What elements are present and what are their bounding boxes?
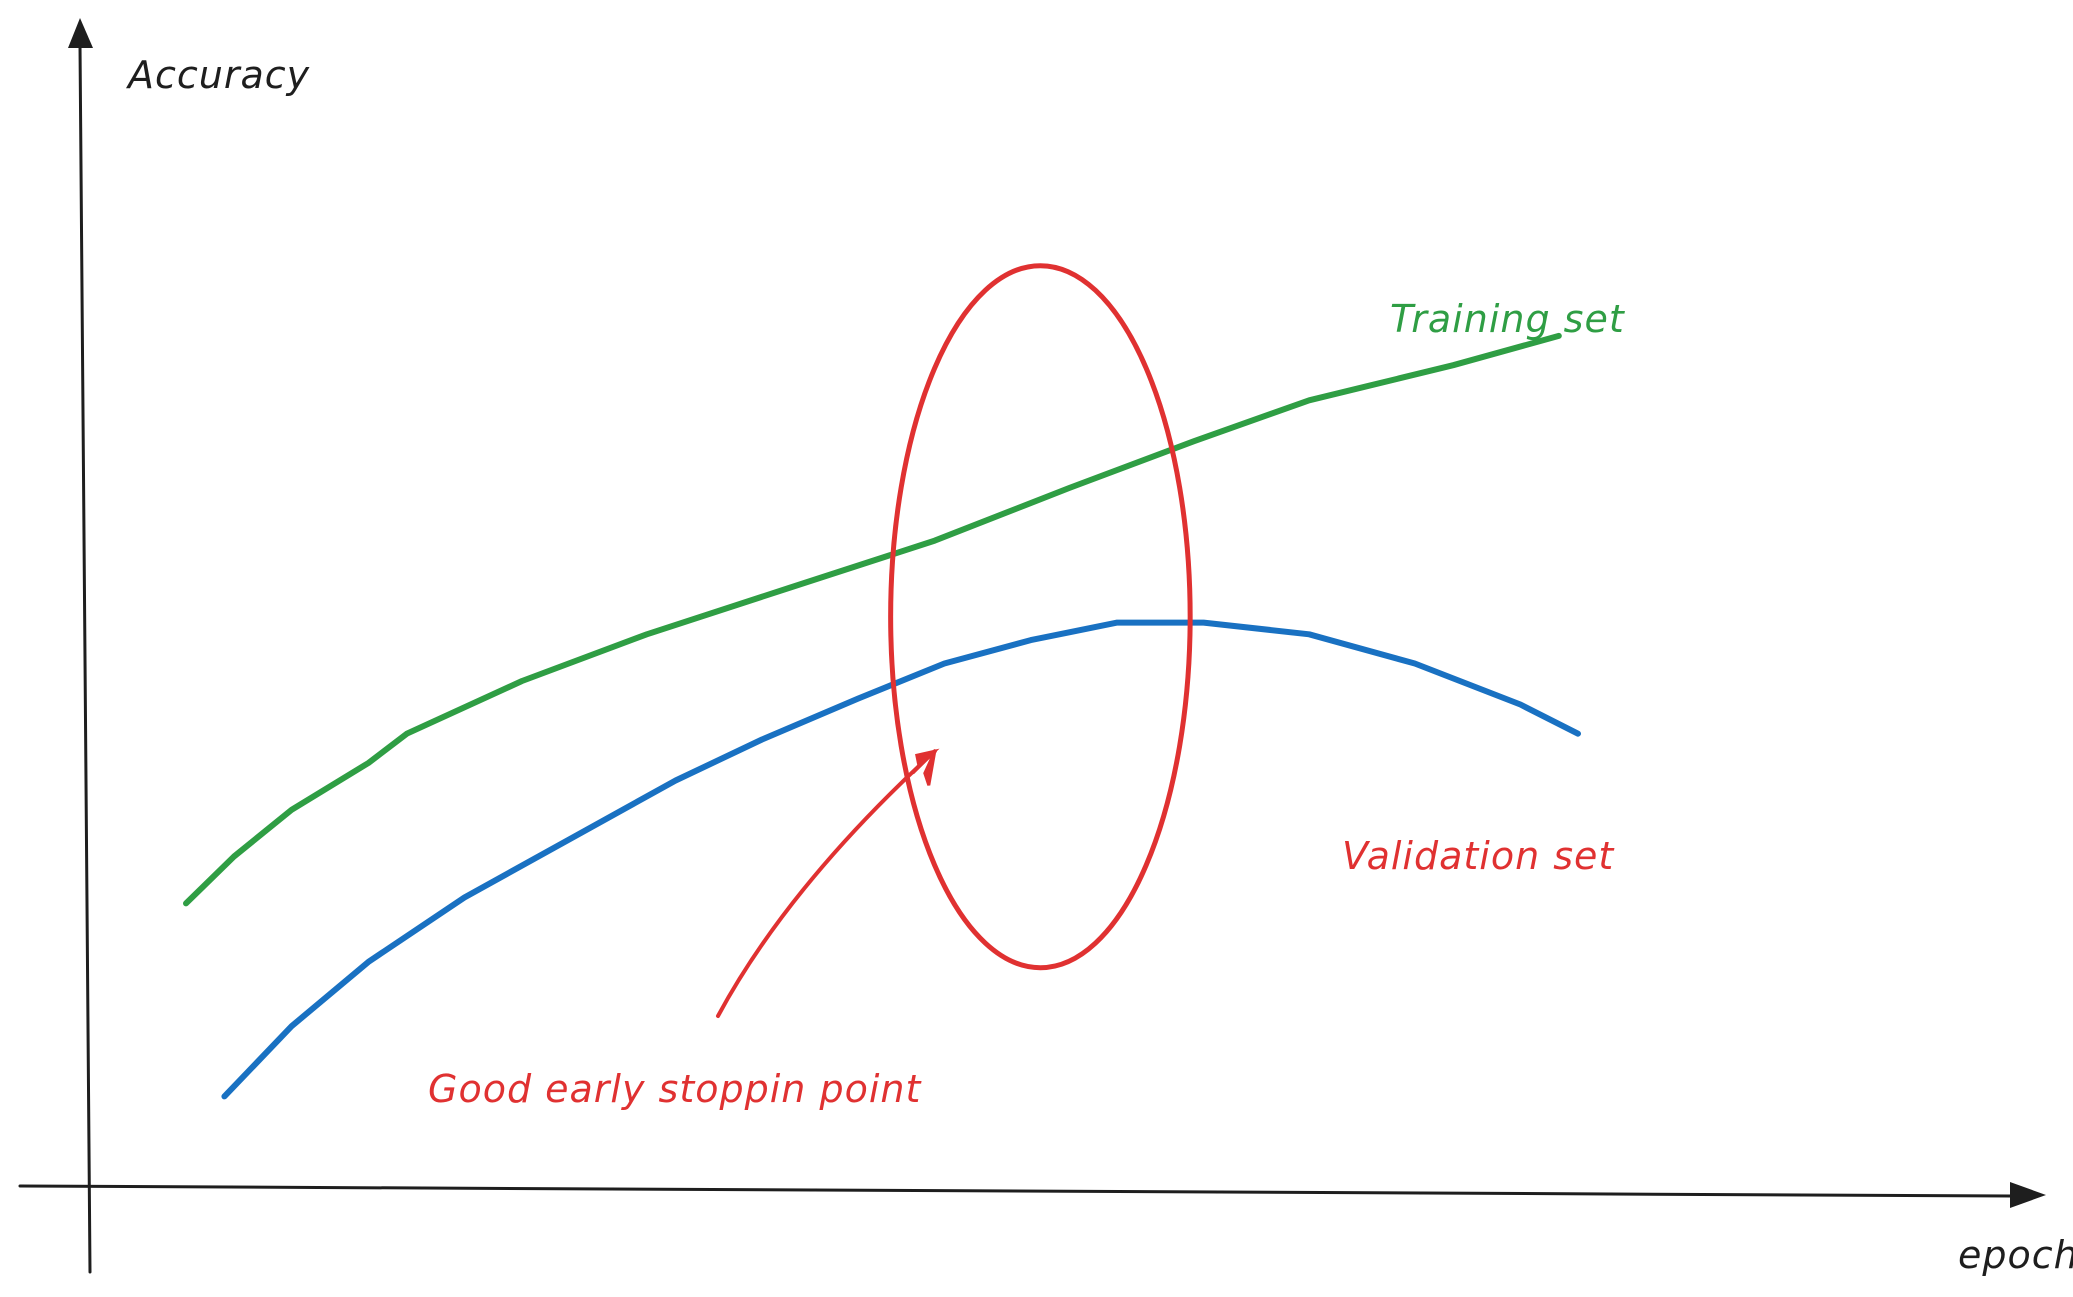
y-axis-line	[78, 43, 92, 1274]
annotation-arrowhead	[911, 748, 940, 786]
series-line-training-set	[183, 332, 1562, 907]
series-label-training-set: Training set	[1390, 297, 1626, 341]
y-axis-arrowhead	[68, 18, 93, 48]
x-axis-arrowhead	[2010, 1182, 2046, 1208]
x-axis-line	[18, 1184, 2014, 1198]
early-stopping-highlight-ellipse	[888, 263, 1193, 971]
annotation-early-stopping: Good early stoppin point	[428, 1067, 922, 1111]
y-axis-label: Accuracy	[125, 53, 310, 97]
series-label-validation-set: Validation set	[1342, 834, 1615, 878]
annotation-arrow-shaft	[716, 749, 937, 1018]
series-line-validation-set	[221, 619, 1581, 1100]
x-axis-label: epoch	[1958, 1233, 2073, 1277]
